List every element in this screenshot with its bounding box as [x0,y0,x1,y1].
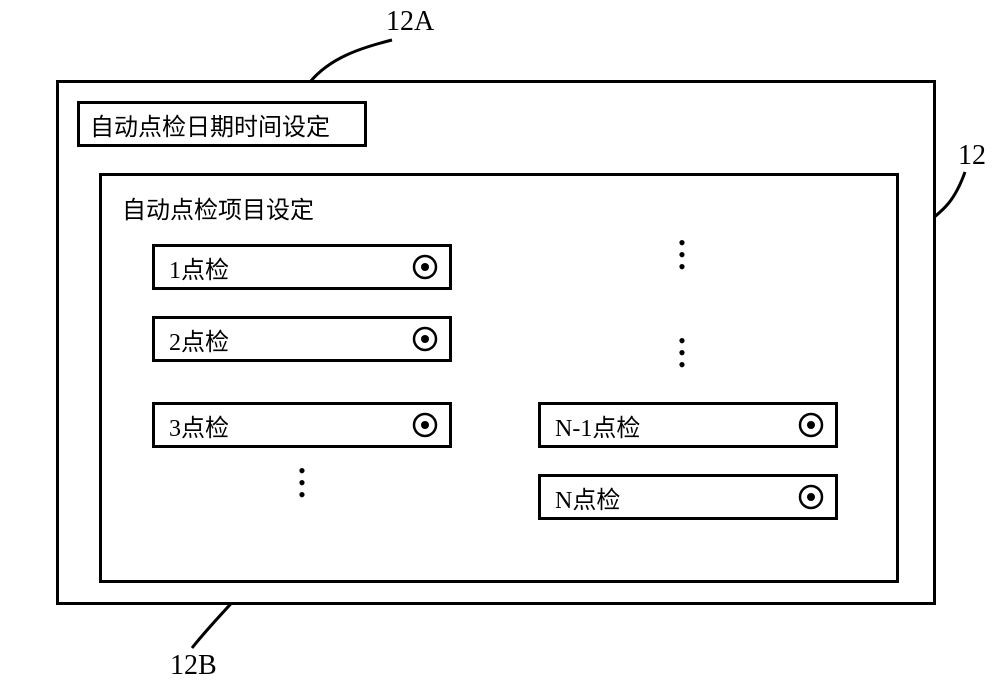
radio-icon [411,253,439,281]
radio-icon [797,411,825,439]
check-item-label: 1点检 [169,250,411,285]
check-item-2[interactable]: 2点检 [152,316,452,362]
check-item-label: 2点检 [169,322,411,357]
datetime-setting-button[interactable]: 自动点检日期时间设定 [77,101,367,147]
check-item-3[interactable]: 3点检 [152,402,452,448]
ref-label-12b: 12B [170,650,217,682]
vertical-ellipsis-icon: ••• [292,466,312,502]
ref-label-12: 12 [958,140,986,172]
item-setting-panel: 自动点检项目设定 1点检 2点检 3点检 ••• [99,173,899,583]
radio-icon [797,483,825,511]
radio-icon [411,325,439,353]
vertical-ellipsis-icon: ••• [672,336,692,372]
item-setting-title: 自动点检项目设定 [122,190,314,225]
check-item-label: 3点检 [169,408,411,443]
check-item-label: N-1点检 [555,408,797,443]
check-item-n-minus-1[interactable]: N-1点检 [538,402,838,448]
outer-frame: 自动点检日期时间设定 自动点检项目设定 1点检 2点检 3点检 [56,80,936,605]
check-item-n[interactable]: N点检 [538,474,838,520]
datetime-setting-label: 自动点检日期时间设定 [90,107,330,142]
radio-icon [411,411,439,439]
check-item-1[interactable]: 1点检 [152,244,452,290]
check-item-label: N点检 [555,480,797,515]
ref-label-12a: 12A [386,6,434,38]
vertical-ellipsis-icon: ••• [672,238,692,274]
